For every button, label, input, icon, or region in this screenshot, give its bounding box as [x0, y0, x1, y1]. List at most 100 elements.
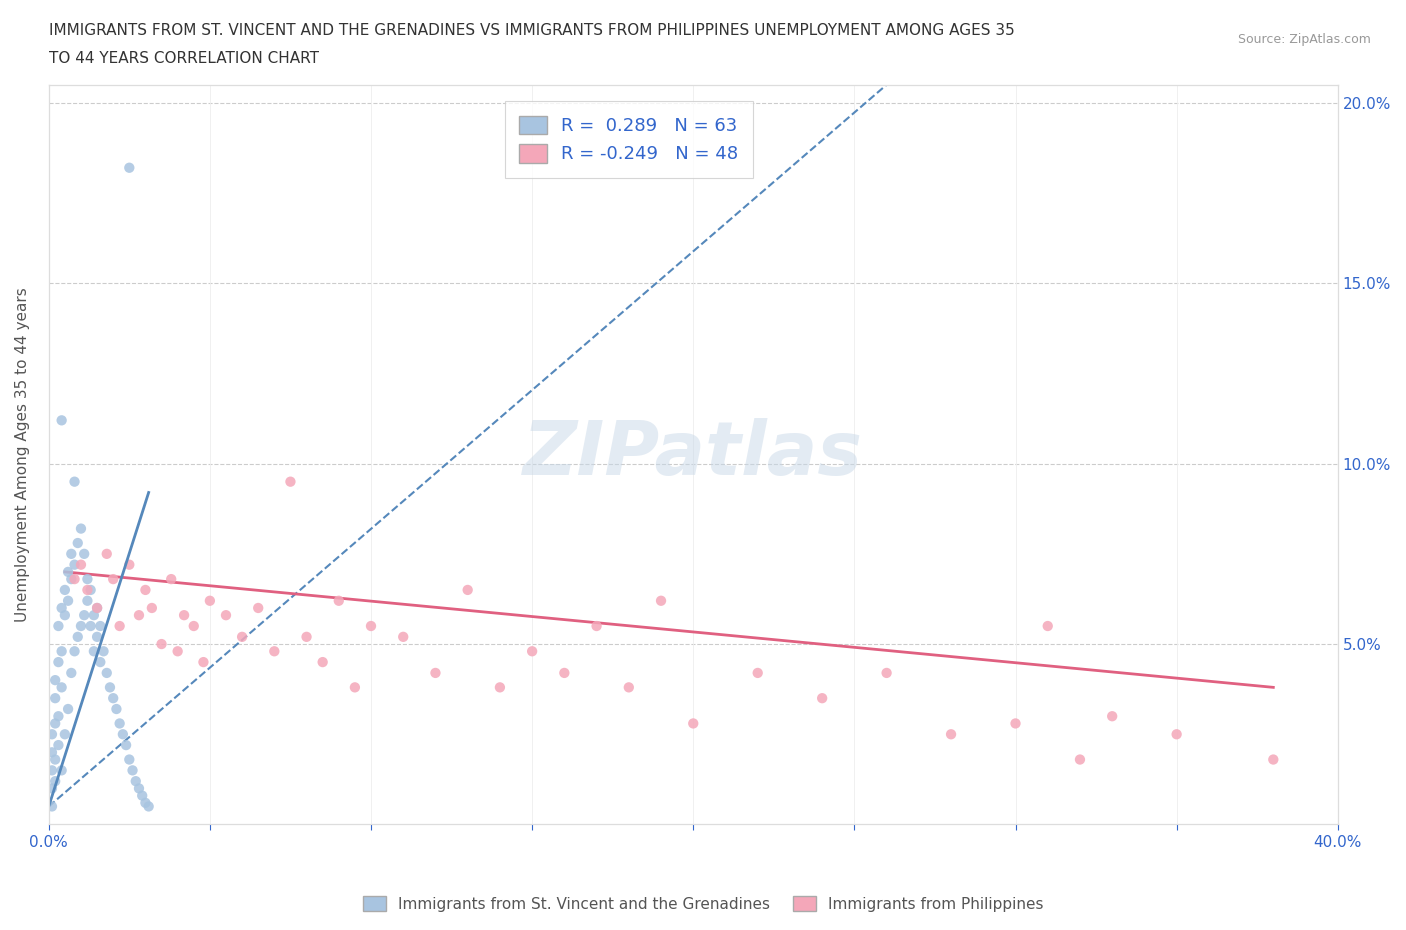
- Point: [295, 630, 318, 644]
- Point: [86, 630, 108, 644]
- Point: [53, 727, 76, 742]
- Point: [134, 795, 156, 810]
- Point: [392, 630, 415, 644]
- Point: [682, 716, 704, 731]
- Point: [1069, 752, 1091, 767]
- Point: [60, 572, 83, 587]
- Point: [1263, 752, 1285, 767]
- Point: [520, 644, 543, 658]
- Point: [247, 601, 270, 616]
- Point: [131, 789, 153, 804]
- Point: [118, 557, 141, 572]
- Point: [66, 536, 89, 551]
- Point: [86, 601, 108, 616]
- Point: [96, 666, 118, 681]
- Point: [79, 618, 101, 633]
- Point: [103, 691, 125, 706]
- Legend: Immigrants from St. Vincent and the Grenadines, Immigrants from Philippines: Immigrants from St. Vincent and the Gren…: [357, 889, 1049, 918]
- Point: [44, 672, 66, 687]
- Point: [48, 655, 70, 670]
- Point: [73, 607, 96, 622]
- Point: [360, 618, 382, 633]
- Point: [198, 593, 221, 608]
- Text: IMMIGRANTS FROM ST. VINCENT AND THE GRENADINES VS IMMIGRANTS FROM PHILIPPINES UN: IMMIGRANTS FROM ST. VINCENT AND THE GREN…: [49, 23, 1015, 38]
- Point: [41, 763, 63, 777]
- Point: [89, 618, 111, 633]
- Point: [183, 618, 205, 633]
- Point: [48, 709, 70, 724]
- Point: [70, 521, 93, 536]
- Point: [41, 745, 63, 760]
- Point: [41, 727, 63, 742]
- Point: [650, 593, 672, 608]
- Point: [115, 737, 138, 752]
- Point: [53, 607, 76, 622]
- Point: [108, 716, 131, 731]
- Point: [89, 655, 111, 670]
- Point: [79, 582, 101, 597]
- Point: [134, 582, 156, 597]
- Point: [103, 572, 125, 587]
- Point: [44, 752, 66, 767]
- Point: [76, 593, 98, 608]
- Point: [83, 644, 105, 658]
- Point: [1036, 618, 1059, 633]
- Text: ZIPatlas: ZIPatlas: [523, 418, 863, 491]
- Point: [128, 781, 150, 796]
- Legend: R =  0.289   N = 63, R = -0.249   N = 48: R = 0.289 N = 63, R = -0.249 N = 48: [505, 101, 752, 178]
- Point: [1004, 716, 1026, 731]
- Point: [108, 618, 131, 633]
- Point: [553, 666, 575, 681]
- Point: [141, 601, 163, 616]
- Point: [56, 565, 79, 579]
- Point: [70, 557, 93, 572]
- Point: [585, 618, 607, 633]
- Point: [66, 630, 89, 644]
- Point: [53, 582, 76, 597]
- Point: [51, 601, 73, 616]
- Point: [1166, 727, 1188, 742]
- Point: [44, 716, 66, 731]
- Point: [63, 474, 86, 489]
- Point: [280, 474, 302, 489]
- Point: [328, 593, 350, 608]
- Point: [70, 618, 93, 633]
- Point: [215, 607, 238, 622]
- Point: [457, 582, 479, 597]
- Point: [60, 547, 83, 562]
- Point: [263, 644, 285, 658]
- Point: [63, 572, 86, 587]
- Point: [51, 680, 73, 695]
- Point: [63, 644, 86, 658]
- Point: [56, 701, 79, 716]
- Text: Source: ZipAtlas.com: Source: ZipAtlas.com: [1237, 33, 1371, 46]
- Point: [876, 666, 898, 681]
- Point: [617, 680, 640, 695]
- Point: [1101, 709, 1123, 724]
- Point: [76, 572, 98, 587]
- Point: [48, 737, 70, 752]
- Point: [811, 691, 834, 706]
- Point: [76, 582, 98, 597]
- Point: [173, 607, 195, 622]
- Point: [41, 781, 63, 796]
- Point: [96, 547, 118, 562]
- Point: [41, 799, 63, 814]
- Point: [44, 691, 66, 706]
- Point: [125, 774, 148, 789]
- Point: [98, 680, 121, 695]
- Point: [48, 618, 70, 633]
- Text: TO 44 YEARS CORRELATION CHART: TO 44 YEARS CORRELATION CHART: [49, 51, 319, 66]
- Y-axis label: Unemployment Among Ages 35 to 44 years: Unemployment Among Ages 35 to 44 years: [15, 287, 30, 622]
- Point: [489, 680, 512, 695]
- Point: [138, 799, 160, 814]
- Point: [193, 655, 215, 670]
- Point: [343, 680, 366, 695]
- Point: [128, 607, 150, 622]
- Point: [44, 774, 66, 789]
- Point: [93, 644, 115, 658]
- Point: [60, 666, 83, 681]
- Point: [51, 413, 73, 428]
- Point: [166, 644, 188, 658]
- Point: [150, 637, 173, 652]
